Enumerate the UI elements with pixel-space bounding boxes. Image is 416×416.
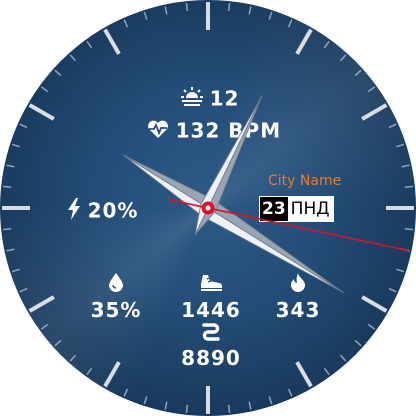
battery-value: 20% xyxy=(87,198,139,223)
flame-icon xyxy=(272,272,324,294)
minute-tick xyxy=(6,248,15,252)
minute-tick xyxy=(86,367,93,376)
minute-tick xyxy=(268,11,273,20)
humidity-complication[interactable]: 35% xyxy=(88,272,144,320)
humidity-value: 35% xyxy=(90,298,142,322)
water-drop-icon xyxy=(88,272,144,294)
minute-tick xyxy=(11,268,20,273)
distance-value: 8890 xyxy=(181,346,241,370)
minute-tick xyxy=(69,354,77,362)
weather-value: 12 xyxy=(209,86,240,111)
route-icon xyxy=(180,322,242,344)
hour-tick xyxy=(361,295,388,313)
minute-tick xyxy=(401,164,410,168)
steps-value: 1446 xyxy=(181,298,241,322)
date-weekday: ПНД xyxy=(287,197,333,221)
minute-tick xyxy=(354,339,362,347)
minute-tick xyxy=(185,404,189,413)
calories-complication[interactable]: 343 xyxy=(272,272,324,320)
minute-tick xyxy=(123,19,129,28)
sunrise-icon xyxy=(180,86,204,111)
date-box[interactable]: 23 ПНД xyxy=(259,196,334,222)
minute-tick xyxy=(19,123,28,129)
hour-tick xyxy=(295,28,313,55)
hub-inner xyxy=(205,205,211,211)
minute-tick xyxy=(367,323,376,330)
heart-rate-value: 132 BPM xyxy=(175,118,282,143)
lightning-icon xyxy=(66,198,82,223)
minute-tick xyxy=(40,323,49,330)
minute-tick xyxy=(354,69,362,77)
heart-rate-icon xyxy=(146,119,170,142)
hour-hand-blade xyxy=(122,154,344,294)
minute-tick xyxy=(3,227,12,231)
minute-tick xyxy=(367,86,376,93)
minute-tick xyxy=(6,164,15,168)
minute-tick xyxy=(339,354,347,362)
minute-tick xyxy=(388,287,397,293)
minute-tick xyxy=(268,396,273,405)
minute-tick xyxy=(404,185,413,189)
minute-tick xyxy=(396,268,405,273)
calories-value: 343 xyxy=(275,298,321,322)
battery-complication[interactable]: 20% xyxy=(66,198,138,223)
minute-tick xyxy=(164,6,168,15)
hour-tick xyxy=(28,295,55,313)
minute-tick xyxy=(323,40,330,49)
hour-tick xyxy=(103,28,121,55)
minute-hand-blade xyxy=(194,95,263,236)
minute-tick xyxy=(404,227,413,231)
minute-tick xyxy=(227,404,231,413)
city-name[interactable]: City Name xyxy=(268,173,342,189)
minute-hand xyxy=(194,95,263,236)
hour-tick xyxy=(361,103,388,121)
minute-tick xyxy=(3,185,12,189)
minute-tick xyxy=(69,54,77,62)
weather-complication[interactable]: 12 xyxy=(180,86,239,111)
minute-tick xyxy=(388,123,397,129)
minute-tick xyxy=(287,19,293,28)
minute-tick xyxy=(143,396,148,405)
minute-tick xyxy=(248,6,252,15)
hour-hand xyxy=(122,154,344,294)
minute-tick xyxy=(143,11,148,20)
distance-complication[interactable]: 8890 xyxy=(180,322,242,368)
minute-tick xyxy=(323,367,330,376)
minute-tick xyxy=(396,143,405,148)
minute-tick xyxy=(19,287,28,293)
shoe-icon xyxy=(180,272,242,294)
heart-rate-complication[interactable]: 132 BPM xyxy=(146,119,281,142)
minute-tick xyxy=(185,3,189,12)
center-hub xyxy=(201,201,215,215)
minute-tick xyxy=(248,401,252,410)
hour-tick xyxy=(28,103,55,121)
hour-tick xyxy=(103,361,121,388)
minute-tick xyxy=(40,86,49,93)
minute-tick xyxy=(54,69,62,77)
minute-tick xyxy=(287,388,293,397)
minute-tick xyxy=(11,143,20,148)
minute-tick xyxy=(227,3,231,12)
steps-complication[interactable]: 1446 xyxy=(180,272,242,320)
hour-tick xyxy=(295,361,313,388)
minute-tick xyxy=(86,40,93,49)
minute-tick xyxy=(339,54,347,62)
minute-tick xyxy=(164,401,168,410)
date-day: 23 xyxy=(260,197,288,221)
minute-tick xyxy=(123,388,129,397)
minute-tick xyxy=(54,339,62,347)
